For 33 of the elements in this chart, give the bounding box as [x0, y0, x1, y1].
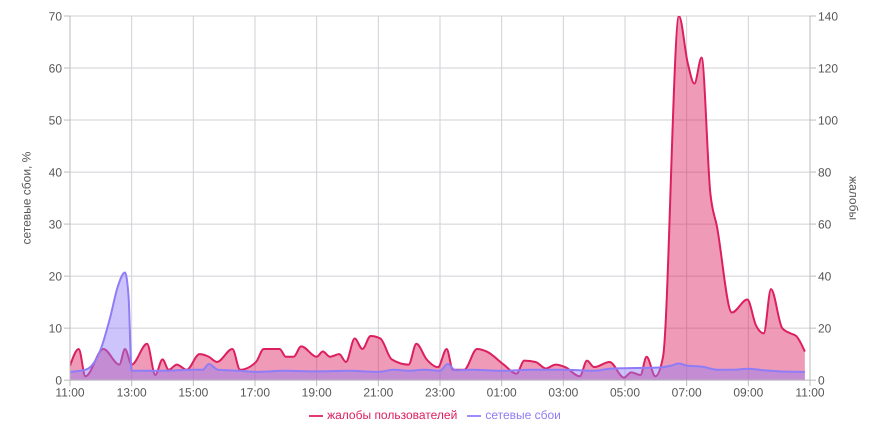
y2-tick-label: 20 — [818, 321, 832, 336]
y-tick-label: 0 — [55, 373, 62, 388]
x-tick-label: 17:00 — [240, 386, 270, 400]
y-tick-label: 60 — [48, 61, 62, 76]
x-tick-label: 21:00 — [363, 386, 394, 400]
y-tick-label: 20 — [48, 269, 62, 284]
y2-tick-label: 100 — [818, 113, 838, 128]
legend-label: жалобы пользователей — [327, 408, 458, 422]
x-tick-label: 03:00 — [548, 386, 579, 400]
x-tick-label: 07:00 — [672, 386, 702, 400]
y2-tick-label: 80 — [818, 165, 832, 180]
x-tick-label: 15:00 — [178, 386, 209, 400]
y-tick-label: 10 — [48, 321, 62, 336]
x-tick-label: 13:00 — [116, 386, 148, 400]
y-tick-label: 40 — [48, 165, 62, 180]
x-tick-label: 05:00 — [610, 386, 640, 400]
y-tick-label: 50 — [48, 113, 62, 128]
y-tick-label: 30 — [48, 217, 62, 232]
legend-label: сетевые сбои — [485, 408, 561, 422]
y2-tick-label: 0 — [818, 373, 825, 388]
y2-tick-label: 140 — [818, 9, 838, 24]
y2-tick-label: 120 — [818, 61, 838, 76]
y2-axis-title: жалобы — [846, 176, 861, 220]
y2-tick-label: 40 — [818, 269, 832, 284]
y-tick-label: 70 — [48, 9, 62, 24]
x-tick-label: 01:00 — [486, 386, 518, 400]
x-tick-label: 23:00 — [424, 386, 456, 400]
y-axis-title: сетевые сбои, % — [19, 151, 34, 245]
x-tick-label: 09:00 — [733, 386, 764, 400]
x-tick-label: 11:00 — [795, 386, 825, 400]
y2-tick-label: 60 — [818, 217, 832, 232]
x-tick-label: 19:00 — [302, 386, 332, 400]
x-tick-label: 11:00 — [55, 386, 85, 400]
